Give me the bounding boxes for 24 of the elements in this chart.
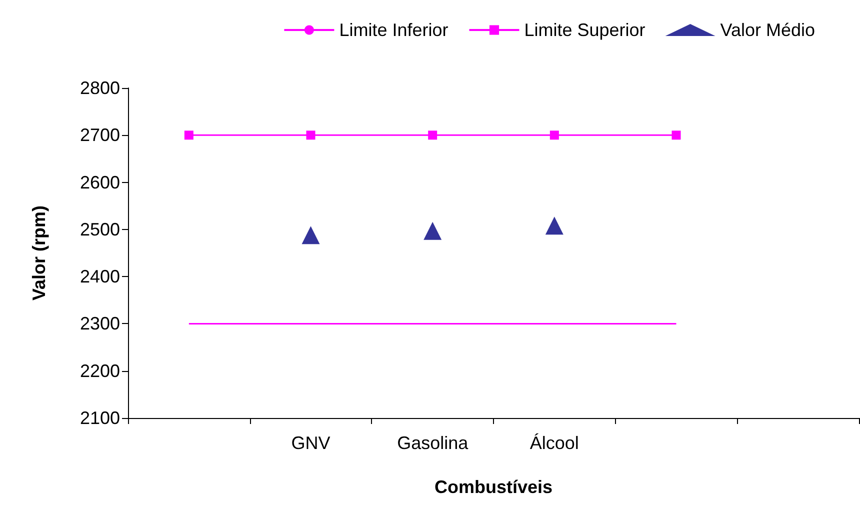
legend-label: Limite Inferior (339, 20, 448, 40)
point (184, 130, 194, 140)
y-tick-label: 2600 (80, 172, 120, 192)
point (424, 222, 442, 240)
point (302, 226, 320, 244)
point (306, 130, 316, 140)
y-tick-label: 2200 (80, 360, 120, 381)
legend-label: Limite Superior (524, 20, 646, 40)
point (428, 130, 438, 140)
y-tick-label: 2400 (80, 266, 120, 287)
x-axis-title: Combustíveis (434, 477, 553, 497)
y-tick-label: 2800 (80, 78, 120, 98)
y-tick-label: 2100 (80, 408, 120, 428)
y-tick-label: 2300 (80, 314, 120, 334)
x-tick-label: Gasolina (397, 433, 470, 453)
x-tick-label: GNV (291, 433, 330, 453)
legend-label: Valor Médio (720, 20, 816, 40)
y-tick-label: 2500 (80, 219, 120, 240)
y-axis-title: Valor (rpm) (29, 205, 49, 301)
point (672, 130, 681, 140)
point (545, 216, 564, 235)
y-tick-label: 2700 (80, 125, 120, 146)
point (550, 130, 559, 140)
x-tick-label: Álcool (530, 433, 579, 453)
